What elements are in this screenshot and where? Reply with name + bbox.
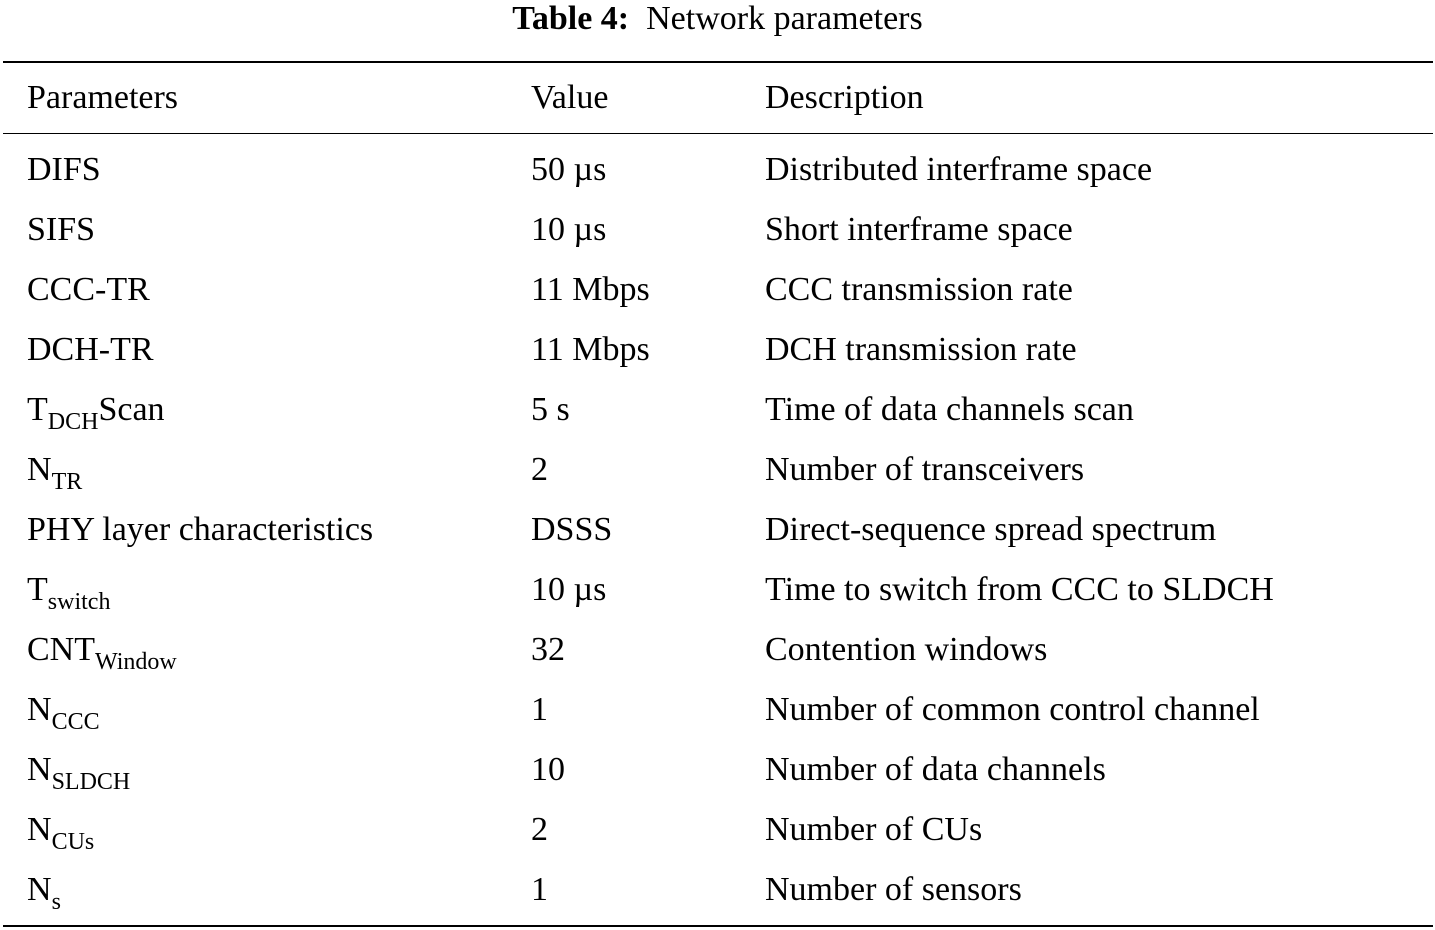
param-name: T <box>27 571 48 608</box>
param-cell: NCCC <box>27 680 100 740</box>
table-row: TDCHScan 5 s Time of data channels scan <box>0 380 1435 440</box>
table-row: NCCC 1 Number of common control channel <box>0 680 1435 740</box>
header-parameters: Parameters <box>27 79 179 116</box>
param-cell: CCC-TR <box>27 260 150 320</box>
param-suffix: Scan <box>98 391 165 428</box>
table-caption-title: Network parameters <box>646 0 923 37</box>
param-cell: DIFS <box>27 140 101 200</box>
param-subscript: DCH <box>47 409 99 435</box>
value-cell: 1 <box>531 691 548 728</box>
value-cell: 10 <box>531 751 565 788</box>
description-cell: Number of transceivers <box>765 451 1085 488</box>
value-cell: 2 <box>531 451 548 488</box>
table-row: Ns 1 Number of sensors <box>0 860 1435 920</box>
param-subscript: CCC <box>51 709 100 735</box>
table-header-row: Parameters Value Description <box>0 68 1435 128</box>
table-row: CCC-TR 11 Mbps CCC transmission rate <box>0 260 1435 320</box>
table-row: NCUs 2 Number of CUs <box>0 800 1435 860</box>
param-name: PHY layer characteristics <box>27 511 374 548</box>
table-top-rule <box>3 61 1433 63</box>
description-cell: Number of sensors <box>765 871 1022 908</box>
param-cell: PHY layer characteristics <box>27 500 373 560</box>
param-name: N <box>27 451 52 488</box>
table-row: PHY layer characteristics DSSS Direct-sequ… <box>0 500 1435 560</box>
param-name: T <box>27 391 48 428</box>
param-subscript: TR <box>51 469 83 495</box>
value-cell: 11 Mbps <box>531 331 650 368</box>
table-row: SIFS 10 µs Short interframe space <box>0 200 1435 260</box>
param-cell: Tswitch <box>27 560 110 620</box>
description-cell: Number of common control channel <box>765 691 1260 728</box>
description-cell: Number of data channels <box>765 751 1106 788</box>
description-cell: Time to switch from CCC to SLDCH <box>765 571 1274 608</box>
header-description: Description <box>765 79 924 116</box>
description-cell: Number of CUs <box>765 811 983 848</box>
param-name: DCH-TR <box>27 331 154 368</box>
param-subscript: switch <box>47 589 111 615</box>
param-cell: SIFS <box>27 200 95 260</box>
table-row: NSLDCH 10 Number of data channels <box>0 740 1435 800</box>
description-cell: DCH transmission rate <box>765 331 1077 368</box>
param-name: N <box>27 811 52 848</box>
param-subscript: SLDCH <box>51 769 131 795</box>
table-row: NTR 2 Number of transceivers <box>0 440 1435 500</box>
param-name: SIFS <box>27 211 96 248</box>
value-cell: 10 µs <box>531 571 607 608</box>
header-value: Value <box>531 79 609 116</box>
value-cell: 32 <box>531 631 565 668</box>
param-name: N <box>27 691 52 728</box>
param-name: N <box>27 871 52 908</box>
value-cell: 11 Mbps <box>531 271 650 308</box>
param-subscript: CUs <box>51 829 95 855</box>
param-cell: NCUs <box>27 800 94 860</box>
description-cell: Distributed interframe space <box>765 151 1153 188</box>
table-row: DCH-TR 11 Mbps DCH transmission rate <box>0 320 1435 380</box>
value-cell: 10 µs <box>531 211 607 248</box>
table-caption-label: Table 4: <box>512 0 630 37</box>
description-cell: Short interframe space <box>765 211 1073 248</box>
description-cell: Time of data channels scan <box>765 391 1134 428</box>
table-row: DIFS 50 µs Distributed interframe space <box>0 140 1435 200</box>
param-subscript: Window <box>95 649 177 675</box>
param-name: CCC-TR <box>27 271 150 308</box>
param-cell: CNTWindow <box>27 620 177 680</box>
value-cell: DSSS <box>531 511 613 548</box>
value-cell: 5 s <box>531 391 570 428</box>
value-cell: 2 <box>531 811 548 848</box>
param-name: CNT <box>27 631 95 668</box>
table-caption: Table 4: Network parameters <box>0 0 1435 38</box>
param-cell: TDCHScan <box>27 380 165 440</box>
description-cell: CCC transmission rate <box>765 271 1073 308</box>
value-cell: 1 <box>531 871 548 908</box>
param-name: DIFS <box>27 151 101 188</box>
table-bottom-rule <box>3 925 1433 927</box>
param-cell: DCH-TR <box>27 320 154 380</box>
param-name: N <box>27 751 52 788</box>
param-cell: NSLDCH <box>27 740 130 800</box>
param-cell: NTR <box>27 440 82 500</box>
table-row: Tswitch 10 µs Time to switch from CCC to S… <box>0 560 1435 620</box>
table-row: CNTWindow 32 Contention windows <box>0 620 1435 680</box>
param-subscript: s <box>51 889 61 915</box>
param-cell: Ns <box>27 860 61 920</box>
table-header-rule <box>3 133 1433 134</box>
description-cell: Contention windows <box>765 631 1048 668</box>
value-cell: 50 µs <box>531 151 607 188</box>
description-cell: Direct-sequence spread spectrum <box>765 511 1217 548</box>
